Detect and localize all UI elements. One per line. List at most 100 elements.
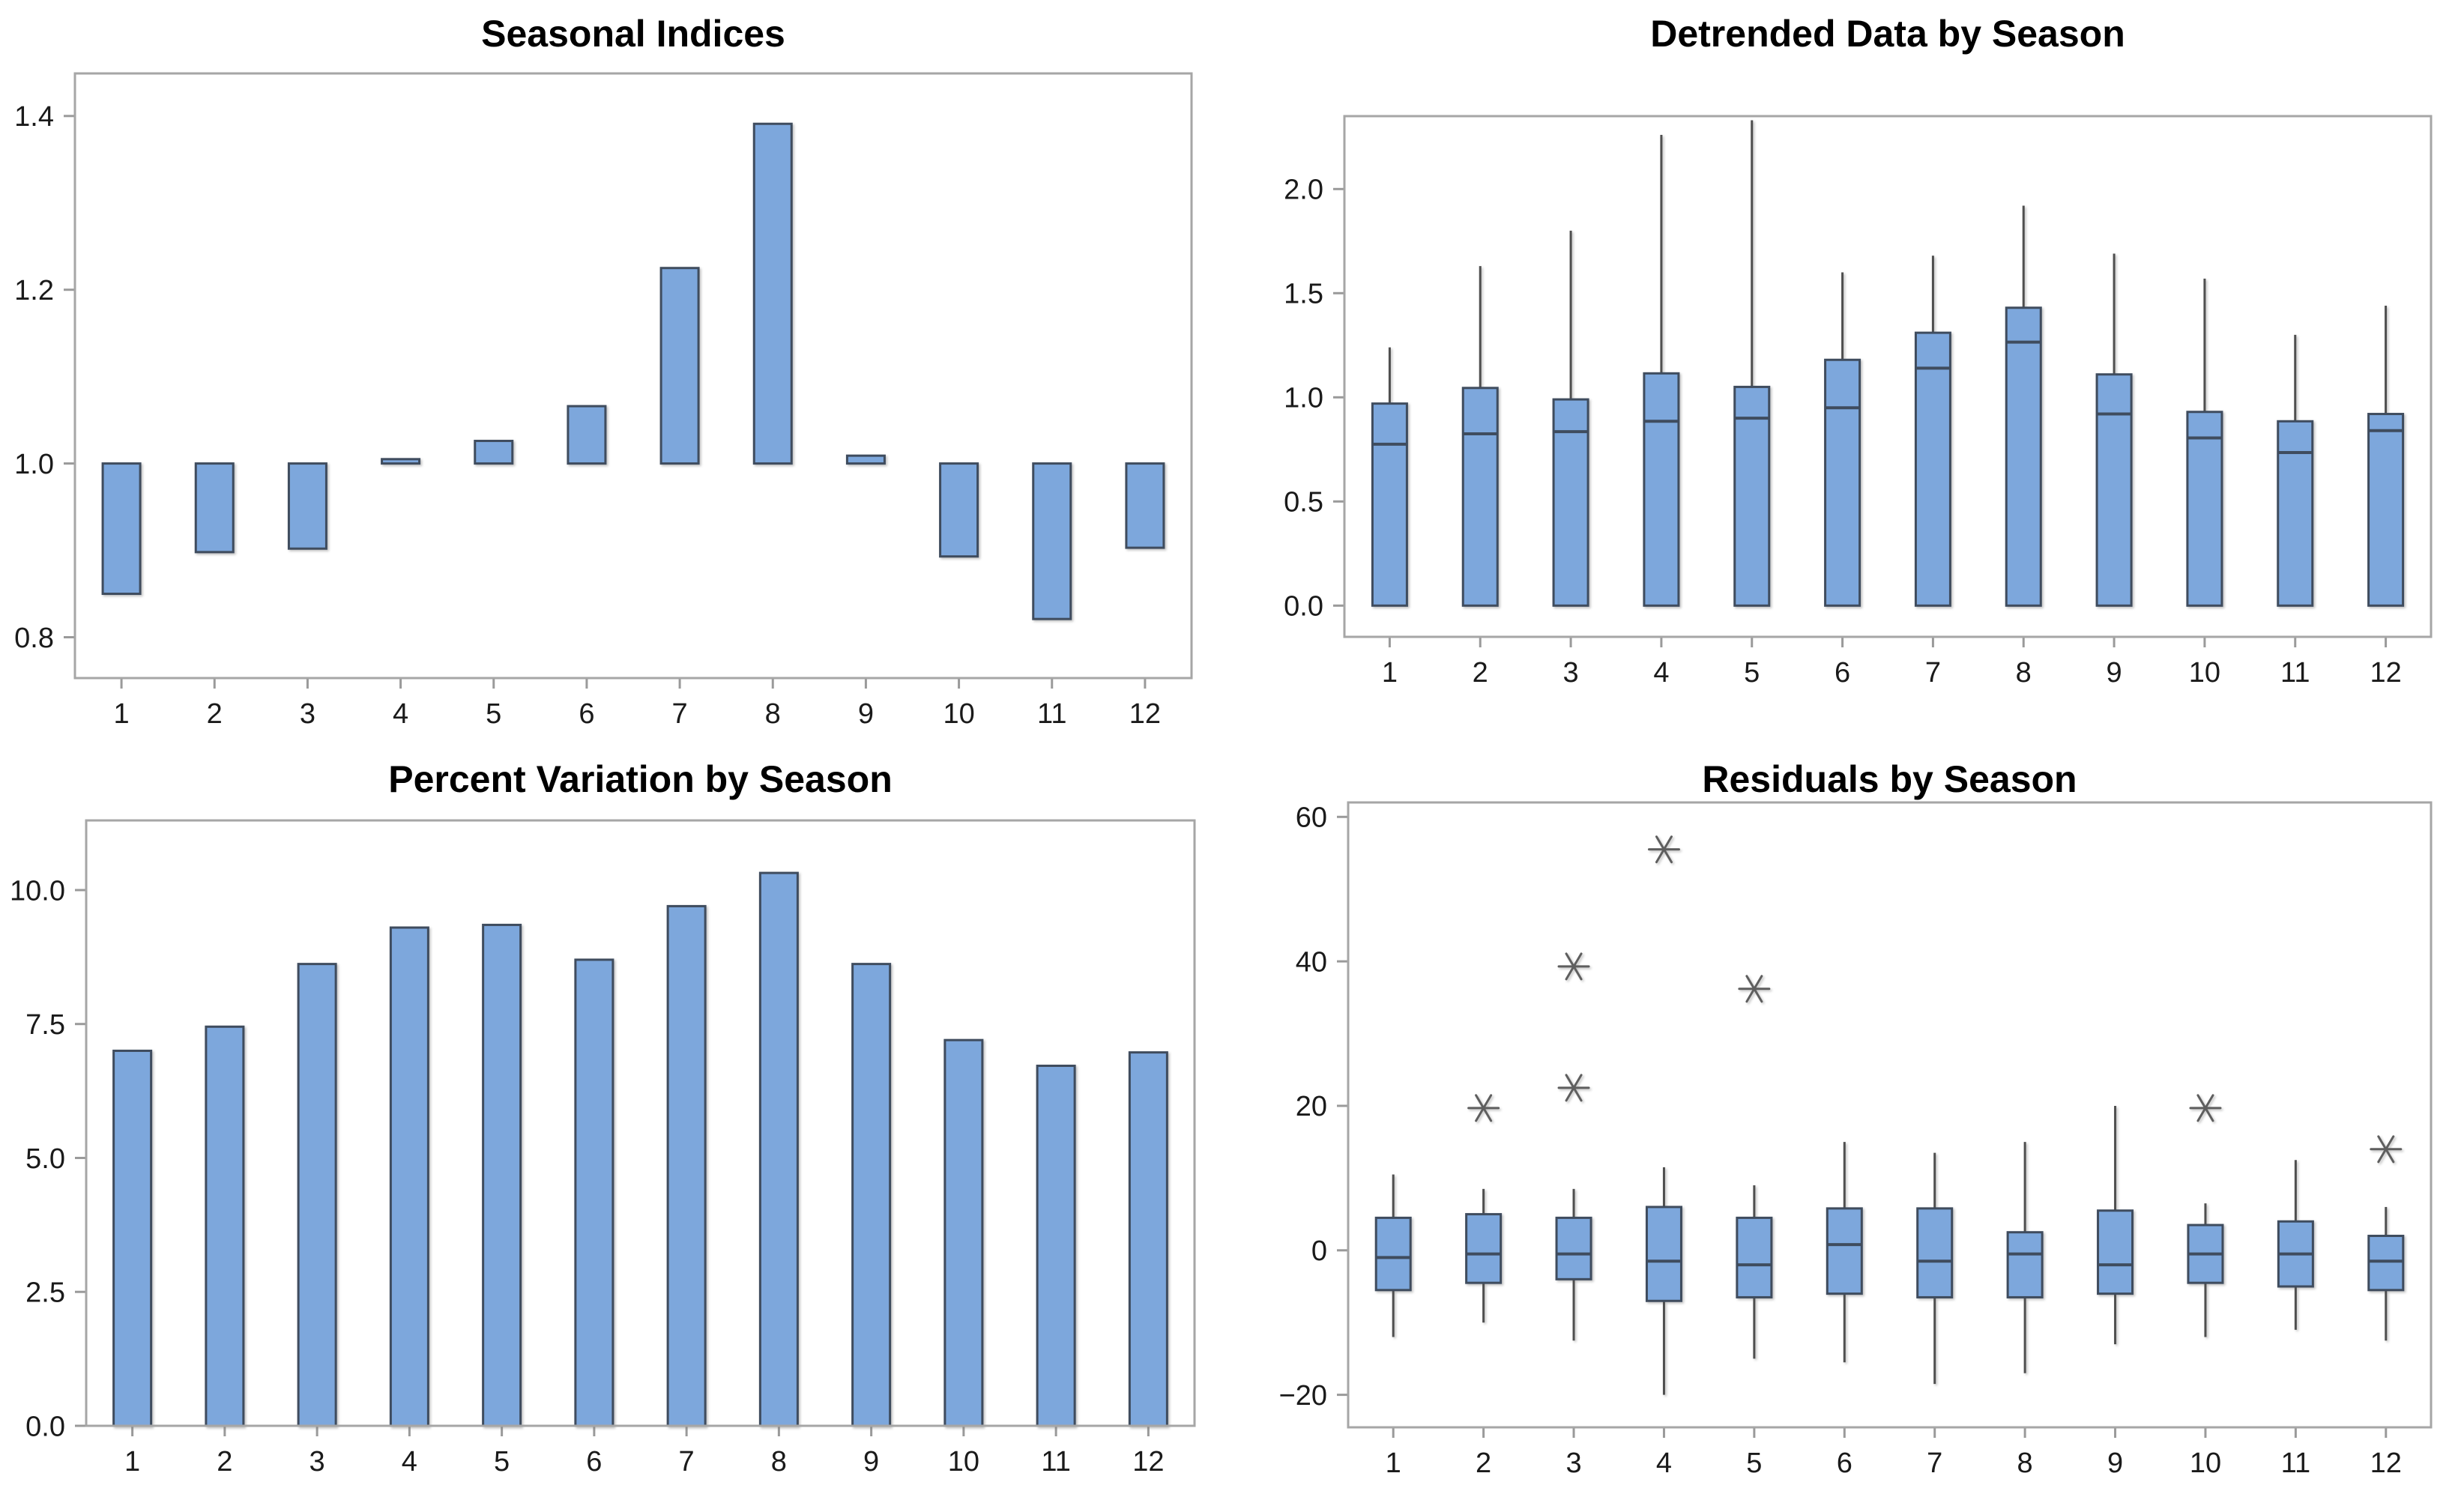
y-tick-label: −20 [1279, 1380, 1327, 1412]
detrended-data-by-season-title: Detrended Data by Season [1650, 13, 2125, 55]
bar [1032, 462, 1072, 620]
x-tick-label: 8 [765, 698, 781, 730]
bar [112, 1049, 153, 1427]
plot-frame [1343, 115, 2433, 638]
plot-frame [85, 819, 1196, 1427]
detrended-data-by-season-marks [1371, 120, 2405, 607]
bar [101, 462, 142, 596]
outlier-marker [1557, 952, 1590, 981]
bar [474, 439, 514, 465]
outlier-marker [2189, 1094, 2222, 1122]
x-tick-label: 2 [1476, 1448, 1491, 1479]
x-tick-label: 10 [2189, 657, 2220, 689]
outlier-marker [1557, 1074, 1590, 1102]
y-tick-label: 1.4 [14, 101, 54, 133]
x-tick-label: 7 [1925, 657, 1941, 689]
panel-seasonal-indices: Seasonal Indices 0.8 1.0 1.2 1.4 1 2 3 4 5 6 7 8 9 10 1… [0, 0, 1232, 746]
x-tick-label: 11 [1037, 698, 1066, 730]
bar [567, 405, 607, 465]
outlier-marker [1647, 835, 1680, 864]
bar [666, 904, 707, 1427]
x-tick-label: 10 [2190, 1448, 2221, 1479]
x-tick-label: 5 [494, 1446, 510, 1478]
bar [205, 1025, 245, 1427]
residuals-by-season-title: Residuals by Season [1702, 758, 2077, 800]
box [1465, 1213, 1503, 1284]
box [2367, 413, 2405, 607]
x-tick-label: 11 [2280, 657, 2310, 689]
y-tick-label: 60 [1296, 802, 1327, 834]
y-tick-label: 0.0 [25, 1411, 65, 1442]
box [1371, 402, 1408, 607]
residuals-by-season-marks [1374, 835, 2405, 1395]
box [1643, 372, 1680, 607]
bar [1128, 1051, 1168, 1427]
x-tick-label: 6 [1835, 657, 1850, 689]
y-tick-label: 5.0 [25, 1143, 65, 1175]
bar [194, 462, 235, 554]
box [1555, 1216, 1592, 1280]
y-tick-label: 0 [1311, 1236, 1327, 1267]
x-tick-label: 5 [1746, 1448, 1762, 1479]
x-tick-label: 6 [586, 1446, 602, 1478]
x-tick-label: 1 [1382, 657, 1398, 689]
x-tick-label: 6 [579, 698, 594, 730]
bar [758, 871, 799, 1427]
x-tick-label: 3 [1565, 1448, 1581, 1479]
y-tick-label: 7.5 [25, 1009, 65, 1041]
y-tick-label: 10.0 [10, 875, 65, 907]
bar [1125, 462, 1165, 549]
y-tick-label: 0.0 [1284, 591, 1323, 623]
y-tick-label: 1.0 [14, 449, 54, 480]
box [1461, 387, 1499, 607]
plot-frame [73, 72, 1193, 680]
box [1733, 385, 1771, 607]
plot-frame [1347, 801, 2433, 1429]
box [1552, 398, 1589, 607]
bar [389, 926, 429, 1427]
box [2095, 373, 2133, 607]
panel-detrended-data-by-season: Detrended Data by Season 0.0 0.5 1.0 1.5 2.0 1… [1232, 0, 2464, 746]
x-tick-label: 2 [207, 698, 223, 730]
box [1645, 1206, 1682, 1302]
bar [1036, 1064, 1076, 1427]
y-tick-label: 1.2 [14, 275, 54, 306]
bar [752, 122, 793, 465]
y-tick-label: 2.0 [1284, 175, 1323, 206]
bar [845, 454, 886, 465]
panel-percent-variation-by-season: Percent Variation by Season 0.0 2.5 5.0 7.5 1… [0, 746, 1232, 1491]
detrended-data-by-season-chart: Detrended Data by Season 0.0 0.5 1.0 1.5 2.0 1… [1284, 13, 2433, 689]
outlier-marker [1467, 1094, 1500, 1122]
x-tick-label: 9 [863, 1446, 879, 1478]
x-tick-label: 7 [672, 698, 688, 730]
bar [574, 958, 615, 1427]
x-tick-label: 9 [2107, 1448, 2123, 1479]
x-tick-label: 1 [114, 698, 130, 730]
y-tick-label: 40 [1296, 946, 1327, 978]
x-tick-label: 1 [124, 1446, 140, 1478]
y-tick-label: 2.5 [25, 1277, 65, 1309]
seasonal-indices-title: Seasonal Indices [481, 13, 785, 55]
bar [659, 267, 700, 465]
x-tick-label: 11 [1041, 1446, 1070, 1478]
box [1826, 1207, 1863, 1295]
x-tick-label: 4 [1656, 1448, 1672, 1479]
x-tick-label: 7 [679, 1446, 695, 1478]
x-tick-label: 12 [1129, 698, 1161, 730]
x-tick-label: 2 [1473, 657, 1488, 689]
x-tick-label: 9 [858, 698, 874, 730]
bar [851, 963, 892, 1427]
x-tick-label: 12 [2370, 657, 2401, 689]
x-tick-label: 3 [1563, 657, 1579, 689]
x-tick-label: 8 [771, 1446, 787, 1478]
box [2097, 1209, 2134, 1295]
x-tick-label: 6 [1837, 1448, 1852, 1479]
percent-variation-by-season-title: Percent Variation by Season [388, 758, 893, 800]
box [2277, 420, 2314, 607]
box [1916, 1207, 1954, 1298]
box [2006, 1231, 2044, 1298]
y-tick-label: 1.5 [1284, 279, 1323, 310]
seasonal-indices-marks [101, 122, 1165, 620]
